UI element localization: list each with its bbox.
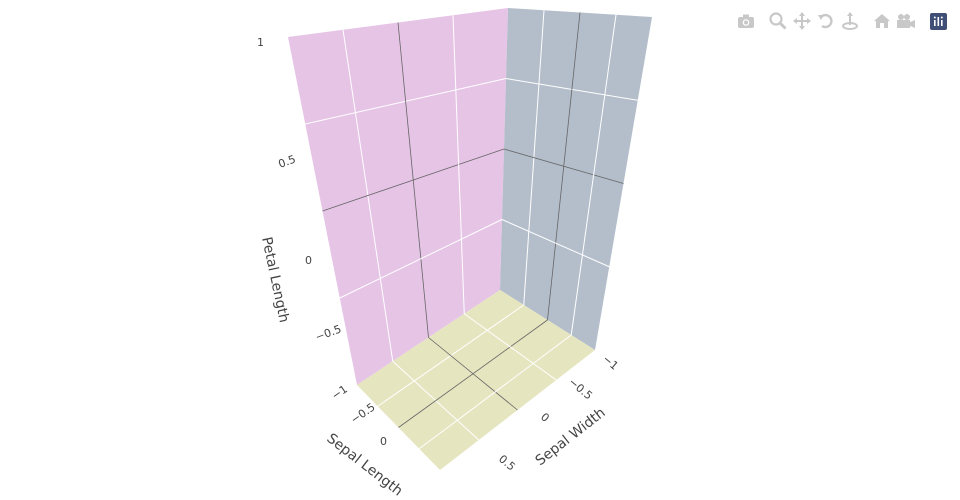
orbit-icon[interactable] xyxy=(814,10,838,32)
floor-gridline xyxy=(463,313,557,381)
pan-icon[interactable] xyxy=(790,10,814,32)
camera-icon[interactable] xyxy=(734,10,758,32)
z-wall-gridline xyxy=(339,219,503,299)
z-tick-label: 0 xyxy=(305,254,312,267)
z-wall-plane xyxy=(288,8,508,385)
z-tick-label: −0.5 xyxy=(314,322,344,343)
zoom-icon[interactable] xyxy=(766,10,790,32)
z-wall-gridline xyxy=(397,22,429,338)
z-tick-label: 1 xyxy=(257,36,264,49)
y-wall-gridline xyxy=(501,219,610,268)
grid-lines xyxy=(305,10,638,450)
x-tick-label: −1 xyxy=(329,383,350,403)
y-tick-label: −1 xyxy=(600,352,621,372)
modebar xyxy=(734,10,950,32)
floor-plane xyxy=(357,290,595,470)
x-axis-title: Sepal Length xyxy=(324,431,406,500)
y-wall-gridline xyxy=(570,14,617,336)
x-tick-label: −0.5 xyxy=(348,400,377,426)
y-tick-label: 0 xyxy=(538,410,552,424)
floor-gridline xyxy=(428,337,518,411)
plotly-logo-icon[interactable] xyxy=(926,10,950,32)
turntable-icon[interactable] xyxy=(838,10,862,32)
y-tick-label: 0.5 xyxy=(496,452,518,473)
video-camera-icon[interactable] xyxy=(894,10,918,32)
y-wall-gridline xyxy=(547,12,581,321)
z-axis-title: Petal Length xyxy=(258,236,292,325)
x-tick-label: 0 xyxy=(380,435,387,448)
home-icon[interactable] xyxy=(870,10,894,32)
floor-gridline xyxy=(418,334,572,450)
z-tick-label: 0.5 xyxy=(277,153,298,171)
y-tick-label: −0.5 xyxy=(566,375,595,402)
z-wall-gridline xyxy=(452,15,465,314)
